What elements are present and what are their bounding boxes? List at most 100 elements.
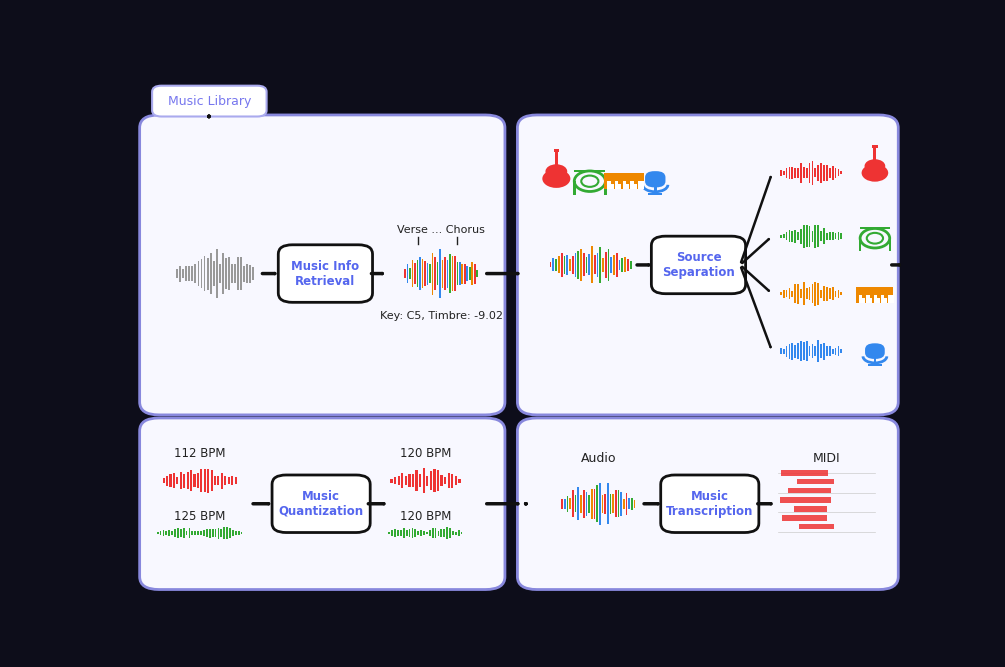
Bar bbox=[169, 530, 170, 536]
Bar bbox=[189, 528, 190, 538]
Bar bbox=[654, 187, 656, 194]
Bar bbox=[631, 498, 633, 510]
Text: MIDI: MIDI bbox=[813, 452, 840, 466]
Bar bbox=[217, 528, 219, 538]
Bar bbox=[246, 264, 248, 283]
Circle shape bbox=[546, 164, 567, 179]
Bar bbox=[817, 283, 819, 305]
Bar bbox=[409, 267, 411, 279]
Bar bbox=[800, 163, 802, 183]
Bar bbox=[789, 344, 790, 359]
Bar bbox=[180, 472, 182, 489]
Bar bbox=[791, 231, 793, 241]
Bar bbox=[616, 253, 618, 277]
Bar bbox=[456, 262, 458, 285]
Bar bbox=[176, 269, 178, 278]
Bar bbox=[215, 529, 216, 537]
Bar bbox=[194, 532, 196, 535]
Bar bbox=[562, 498, 563, 509]
Text: Music
Transcription: Music Transcription bbox=[666, 490, 754, 518]
FancyBboxPatch shape bbox=[518, 115, 898, 415]
Bar bbox=[459, 262, 460, 285]
Bar bbox=[249, 265, 251, 283]
Bar bbox=[594, 255, 596, 274]
Bar bbox=[577, 251, 579, 279]
Bar bbox=[868, 364, 881, 366]
Bar bbox=[638, 181, 644, 189]
Bar bbox=[835, 291, 836, 297]
Bar bbox=[182, 269, 184, 278]
Bar bbox=[794, 229, 796, 243]
Bar bbox=[806, 341, 808, 362]
Bar bbox=[409, 529, 410, 537]
Bar bbox=[460, 532, 462, 534]
Bar bbox=[455, 532, 456, 534]
Bar bbox=[238, 532, 239, 535]
Bar bbox=[615, 490, 617, 518]
Bar bbox=[455, 476, 457, 485]
Bar bbox=[832, 287, 833, 300]
Bar bbox=[866, 295, 872, 303]
Bar bbox=[873, 358, 876, 365]
Bar bbox=[446, 527, 448, 539]
Bar bbox=[583, 253, 585, 276]
Text: Audio: Audio bbox=[581, 452, 616, 466]
Bar bbox=[223, 527, 225, 539]
Bar bbox=[188, 266, 190, 281]
Bar bbox=[604, 181, 607, 195]
Bar bbox=[621, 257, 623, 272]
Bar bbox=[594, 489, 595, 519]
Bar bbox=[553, 258, 554, 271]
Bar bbox=[794, 506, 826, 512]
Bar bbox=[454, 256, 455, 291]
Bar bbox=[163, 530, 165, 536]
Bar bbox=[437, 470, 439, 491]
Bar bbox=[217, 476, 219, 485]
Bar bbox=[177, 528, 179, 538]
Bar bbox=[401, 473, 403, 488]
Bar bbox=[163, 478, 165, 484]
FancyBboxPatch shape bbox=[651, 236, 746, 293]
Bar bbox=[424, 261, 426, 285]
Bar bbox=[398, 476, 400, 485]
Bar bbox=[429, 263, 430, 283]
Bar bbox=[574, 170, 605, 172]
Bar bbox=[588, 254, 590, 275]
Bar bbox=[803, 342, 805, 360]
Bar bbox=[794, 168, 796, 177]
Bar bbox=[419, 257, 421, 290]
Bar bbox=[611, 179, 615, 184]
Bar bbox=[419, 474, 421, 488]
Bar bbox=[220, 530, 222, 537]
Text: Key: C5, Timbre: -9.02: Key: C5, Timbre: -9.02 bbox=[380, 311, 502, 321]
Bar bbox=[599, 247, 601, 283]
FancyBboxPatch shape bbox=[152, 85, 266, 117]
Bar bbox=[809, 163, 810, 183]
Bar bbox=[624, 257, 626, 273]
Text: 112 BPM: 112 BPM bbox=[174, 447, 225, 460]
Bar bbox=[407, 264, 408, 283]
Bar bbox=[856, 287, 893, 293]
Bar bbox=[572, 490, 574, 517]
FancyBboxPatch shape bbox=[645, 171, 665, 187]
Bar bbox=[449, 254, 450, 293]
Bar bbox=[550, 263, 552, 267]
Bar bbox=[437, 530, 439, 536]
Bar bbox=[837, 232, 839, 240]
Bar bbox=[608, 249, 609, 281]
Bar bbox=[447, 474, 450, 488]
Bar bbox=[406, 530, 408, 536]
Bar bbox=[451, 255, 453, 291]
Bar bbox=[789, 230, 790, 242]
Bar bbox=[800, 342, 802, 361]
Bar bbox=[812, 284, 813, 303]
Bar bbox=[404, 269, 406, 277]
Bar bbox=[451, 474, 453, 488]
Bar bbox=[630, 181, 637, 189]
Text: Music Info
Retrieval: Music Info Retrieval bbox=[291, 259, 360, 287]
Circle shape bbox=[864, 159, 885, 173]
Bar bbox=[207, 257, 208, 289]
Bar bbox=[426, 532, 428, 534]
Text: Source
Separation: Source Separation bbox=[662, 251, 735, 279]
Bar bbox=[221, 473, 223, 489]
